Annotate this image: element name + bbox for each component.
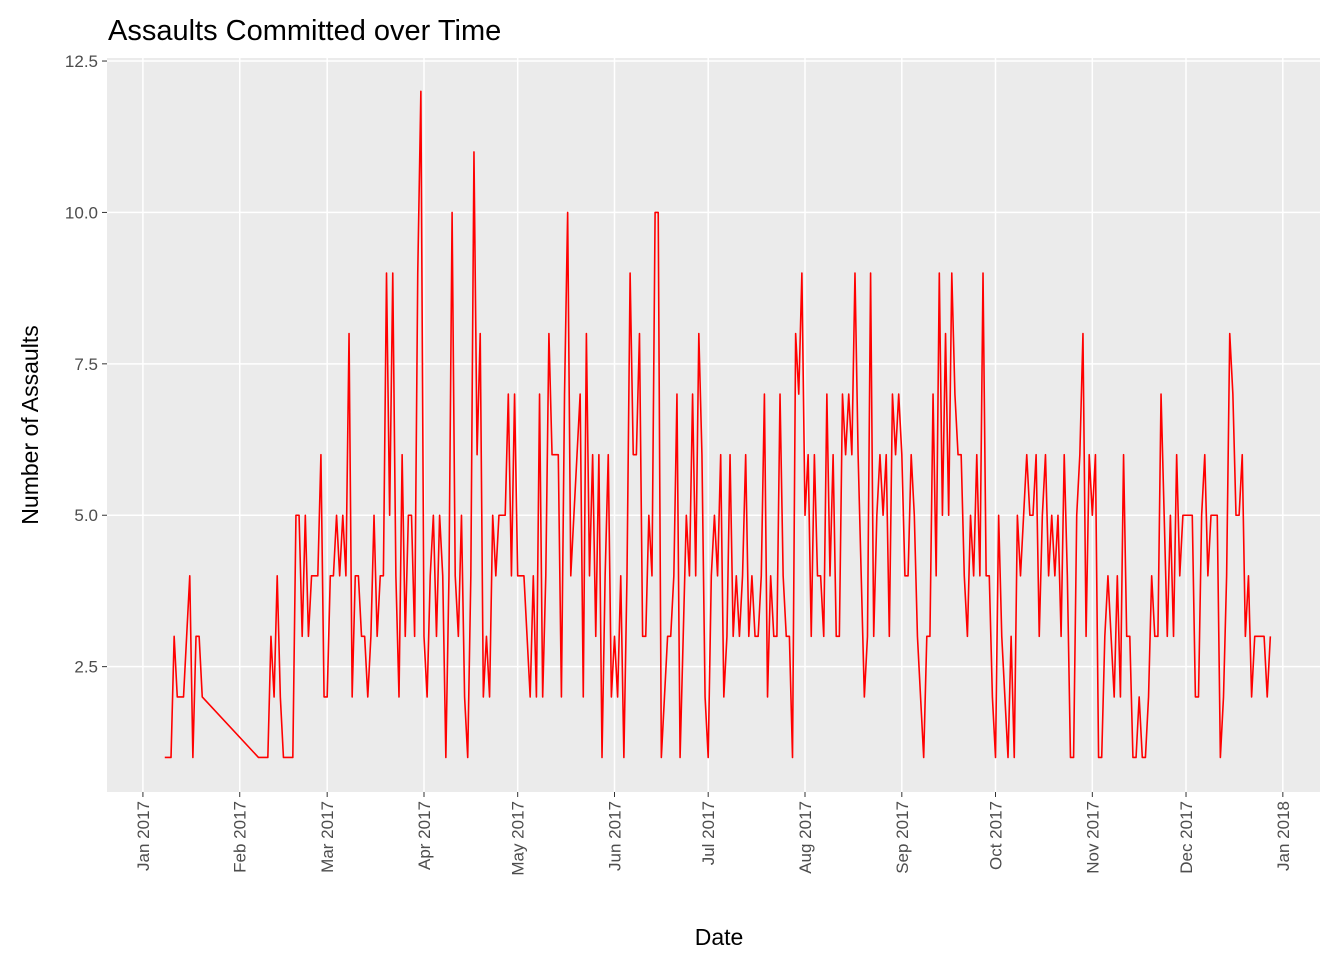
y-axis-title: Number of Assaults <box>17 325 43 524</box>
y-tick-label: 7.5 <box>74 355 98 374</box>
data-line <box>164 90 1272 759</box>
x-tick-label: Nov 2017 <box>1083 801 1102 874</box>
x-tick-label: Feb 2017 <box>231 801 250 873</box>
y-tick-label: 12.5 <box>65 52 98 71</box>
x-tick-label: May 2017 <box>509 801 528 876</box>
x-tick-label: Aug 2017 <box>796 801 815 874</box>
x-tick-label: Apr 2017 <box>415 801 434 870</box>
x-tick-label: Jun 2017 <box>605 801 624 871</box>
x-tick-label: Dec 2017 <box>1177 801 1196 874</box>
x-axis-title: Date <box>695 924 744 950</box>
panel <box>107 58 1320 792</box>
y-tick-label: 10.0 <box>65 203 98 222</box>
x-tick-label: Jul 2017 <box>699 801 718 865</box>
x-tick-label: Sep 2017 <box>893 801 912 874</box>
x-tick-label: Jan 2017 <box>134 801 153 871</box>
x-tick-label: Mar 2017 <box>318 801 337 873</box>
y-tick-label: 2.5 <box>74 658 98 677</box>
y-tick-label: 5.0 <box>74 506 98 525</box>
x-tick-label: Oct 2017 <box>987 801 1006 870</box>
chart-title: Assaults Committed over Time <box>108 15 501 47</box>
x-tick-label: Jan 2018 <box>1274 801 1293 871</box>
